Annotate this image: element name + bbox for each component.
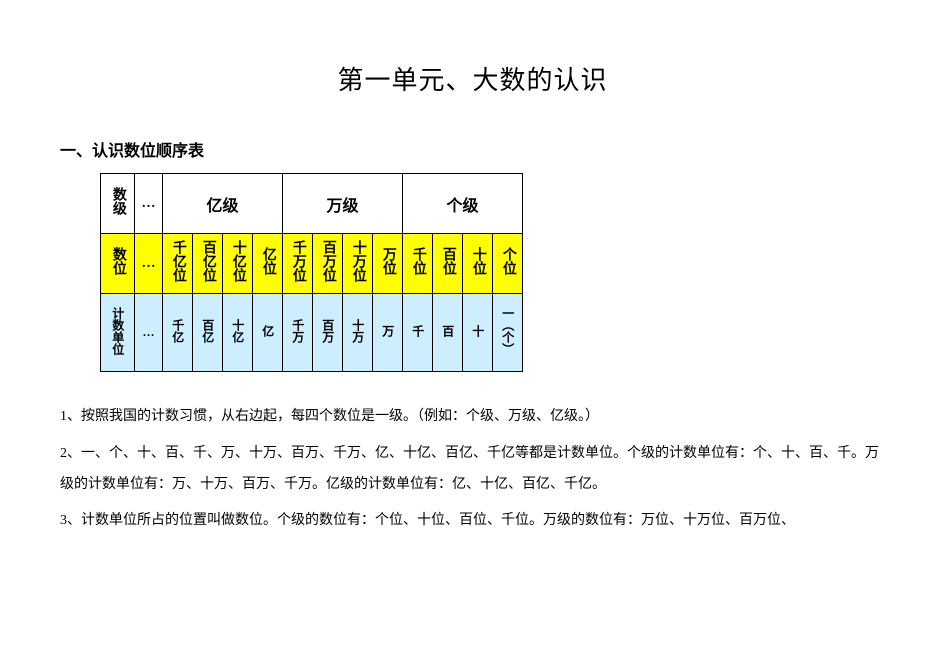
paragraph-3: 3、计数单位所占的位置叫做数位。个级的数位有：个位、十位、百位、千位。万级的数位… [60,506,885,537]
page-root: 第一单元、大数的认识 一、认识数位顺序表 数级 … 亿级 万级 个级 数位 … … [0,0,945,537]
unit-qianyi: 千亿 [163,294,193,372]
pos-shiyi: 十亿位 [223,234,253,294]
unit-baiyi: 百亿 [193,294,223,372]
pos-qianwan: 千万位 [283,234,313,294]
table-row-unit: 计数单位 … 千亿 百亿 十亿 亿 千万 百万 十万 万 千 百 十 一（个） [101,294,523,372]
pos-shiwan: 十万位 [343,234,373,294]
row-label-level: 数级 [101,174,135,234]
paragraph-1: 1、按照我国的计数习惯，从右边起，每四个数位是一级。（例如：个级、万级、亿级。） [60,402,885,433]
page-title: 第一单元、大数的认识 [60,60,885,97]
table-row-position: 数位 … 千亿位 百亿位 十亿位 亿位 千万位 百万位 十万位 万位 千位 百位… [101,234,523,294]
row-label-position: 数位 [101,234,135,294]
pos-wan: 万位 [373,234,403,294]
table-row-level: 数级 … 亿级 万级 个级 [101,174,523,234]
pos-qian: 千位 [403,234,433,294]
pos-shi: 十位 [463,234,493,294]
unit-shiwan: 十万 [343,294,373,372]
unit-shi: 十 [463,294,493,372]
pos-bai: 百位 [433,234,463,294]
paragraphs: 1、按照我国的计数习惯，从右边起，每四个数位是一级。（例如：个级、万级、亿级。）… [60,402,885,537]
pos-baiwan: 百万位 [313,234,343,294]
group-ge: 个级 [403,174,523,234]
ellipsis-position: … [135,234,163,294]
pos-baiyi: 百亿位 [193,234,223,294]
unit-bai: 百 [433,294,463,372]
place-value-table: 数级 … 亿级 万级 个级 数位 … 千亿位 百亿位 十亿位 亿位 千万位 百万… [100,173,523,372]
unit-wan: 万 [373,294,403,372]
group-wan: 万级 [283,174,403,234]
unit-yi: 亿 [253,294,283,372]
group-yi: 亿级 [163,174,283,234]
ellipsis-level: … [135,174,163,234]
unit-shiyi: 十亿 [223,294,253,372]
unit-qianwan: 千万 [283,294,313,372]
place-value-table-wrap: 数级 … 亿级 万级 个级 数位 … 千亿位 百亿位 十亿位 亿位 千万位 百万… [100,173,885,372]
unit-qian: 千 [403,294,433,372]
paragraph-2: 2、一、个、十、百、千、万、十万、百万、千万、亿、十亿、百亿、千亿等都是计数单位… [60,439,885,501]
pos-yi: 亿位 [253,234,283,294]
pos-qianyi: 千亿位 [163,234,193,294]
row-label-unit: 计数单位 [101,294,135,372]
unit-ge: 一（个） [493,294,523,372]
section-1-heading: 一、认识数位顺序表 [60,137,885,161]
unit-baiwan: 百万 [313,294,343,372]
ellipsis-unit: … [135,294,163,372]
pos-ge: 个位 [493,234,523,294]
